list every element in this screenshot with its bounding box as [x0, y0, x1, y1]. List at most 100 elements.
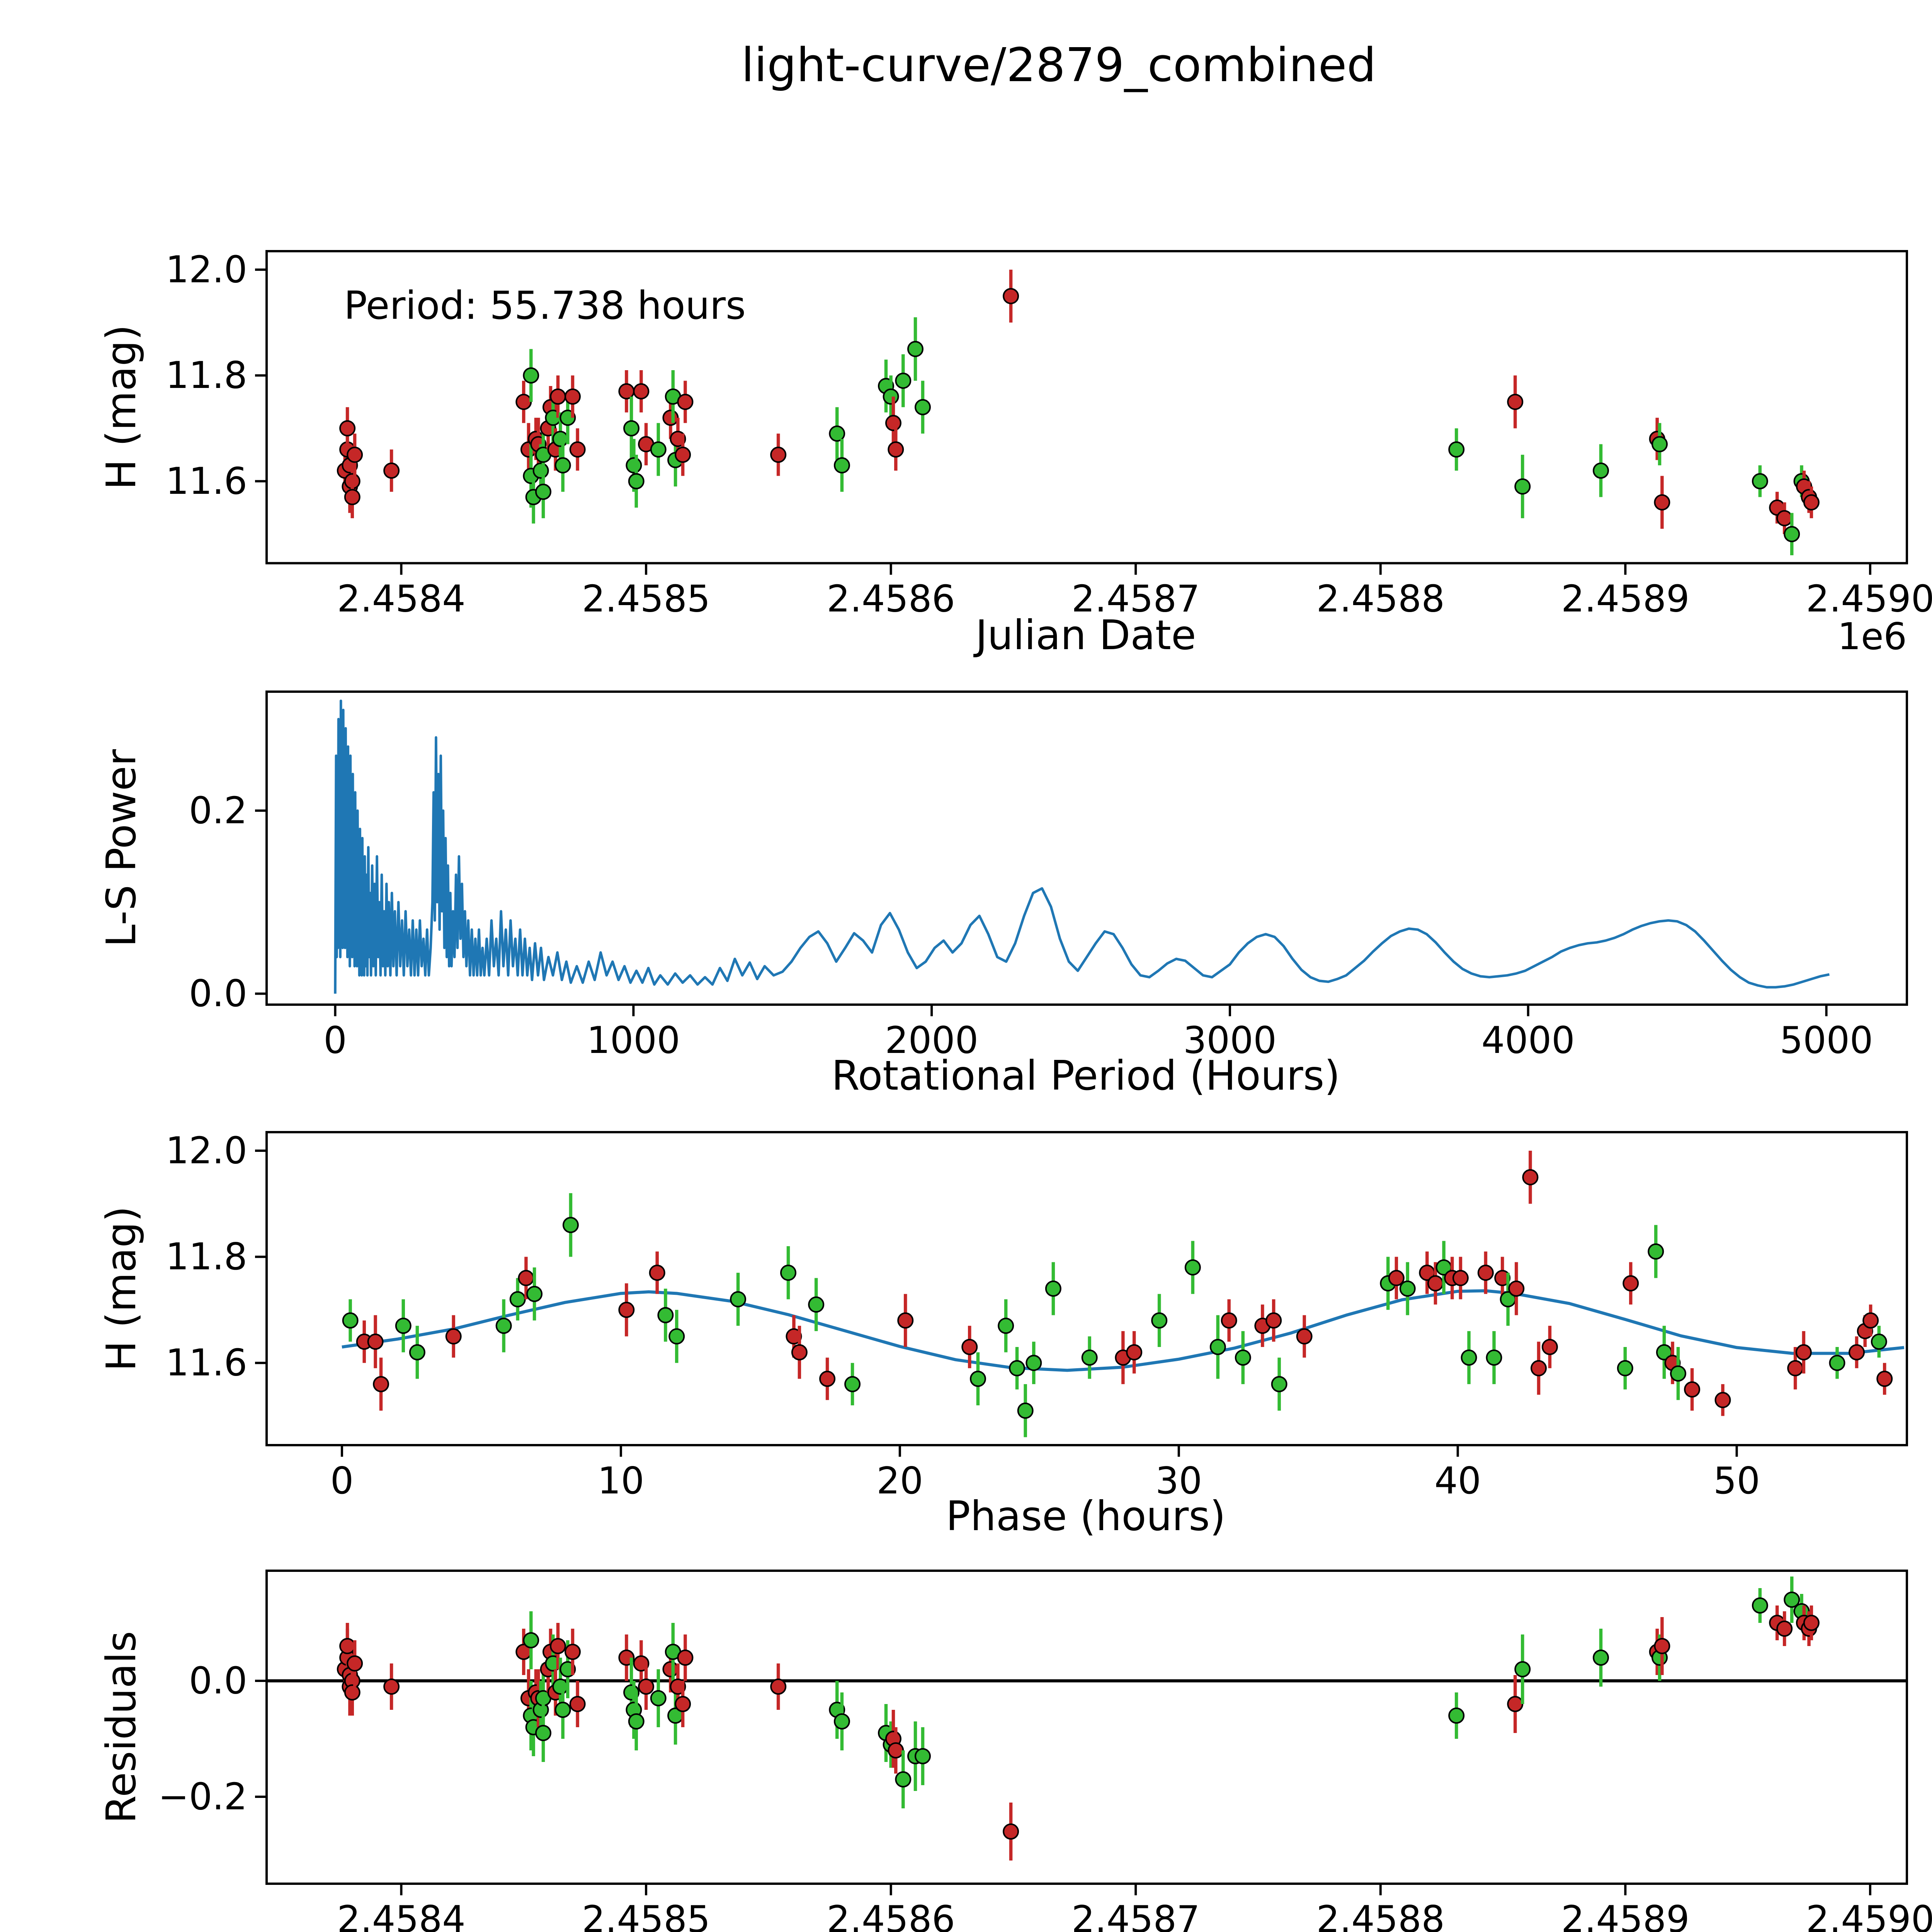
data-point [395, 1318, 412, 1334]
data-point [1427, 1275, 1444, 1292]
data-point [897, 1312, 914, 1329]
data-layer [342, 1151, 1905, 1437]
data-point [1151, 1312, 1168, 1329]
data-point [1514, 1661, 1531, 1678]
data-point [650, 441, 667, 458]
data-point [998, 1318, 1014, 1334]
data-point [1784, 1592, 1800, 1608]
data-point [383, 462, 400, 479]
data-point [808, 1296, 825, 1313]
data-layer [334, 699, 1830, 994]
y-tick-label: 11.6 [165, 1342, 247, 1384]
data-point [780, 1264, 797, 1281]
data-point [675, 446, 691, 463]
data-point [915, 399, 931, 415]
data-point [1448, 1708, 1465, 1724]
data-point [372, 1376, 389, 1393]
x-tick-label: 2.4590 [1806, 578, 1932, 621]
data-point [819, 1371, 836, 1387]
x-tick-label: 2.4587 [1071, 1898, 1200, 1932]
data-point [1507, 394, 1524, 410]
data-point [626, 457, 642, 474]
data-point [1514, 478, 1531, 495]
data-point [1265, 1312, 1282, 1329]
x-tick-label: 4000 [1481, 1019, 1575, 1062]
data-point [907, 341, 923, 357]
data-point [552, 430, 569, 447]
axes-frame [265, 250, 1908, 565]
data-point [1541, 1339, 1558, 1355]
data-point [969, 1371, 986, 1387]
xlabel-lightcurve: Julian Date [973, 612, 1196, 659]
x-tick-label: 2.4589 [1561, 578, 1689, 621]
data-point [562, 1217, 579, 1233]
y-tick-label: 11.8 [165, 1236, 247, 1278]
data-point [1803, 494, 1820, 511]
data-point [1235, 1349, 1251, 1366]
data-point [1714, 1392, 1731, 1408]
data-point [523, 367, 539, 384]
xlabel-periodogram: Rotational Period (Hours) [832, 1052, 1340, 1099]
data-point [730, 1291, 747, 1308]
data-point [564, 1644, 581, 1660]
offset-label-lightcurve: 1e6 [1838, 616, 1907, 658]
data-point [347, 446, 363, 463]
data-point [1017, 1402, 1034, 1419]
data-point [791, 1344, 808, 1361]
data-point [1654, 1638, 1670, 1655]
data-point [638, 1679, 655, 1695]
data-point [1776, 510, 1793, 527]
y-tick-label: 12.0 [165, 248, 247, 291]
x-tick-label: 30 [1155, 1460, 1202, 1502]
data-point [961, 1339, 978, 1355]
data-point [344, 1684, 361, 1701]
data-point [1776, 1621, 1793, 1637]
data-point [1477, 1264, 1494, 1281]
data-point [888, 441, 904, 458]
data-point [535, 483, 551, 500]
data-point [495, 1318, 512, 1334]
data-point [677, 394, 694, 410]
x-tick-label: 1000 [587, 1019, 680, 1062]
data-point [383, 1679, 400, 1695]
x-tick-label: 2.4585 [582, 578, 710, 621]
data-point [523, 1632, 539, 1649]
data-point [1494, 1270, 1511, 1286]
data-point [1009, 1360, 1026, 1376]
data-point [1862, 1312, 1879, 1329]
x-tick-label: 2.4586 [827, 578, 955, 621]
data-point [662, 410, 679, 426]
data-point [1531, 1360, 1547, 1376]
data-point [1221, 1312, 1237, 1329]
data-point [1522, 1169, 1539, 1185]
data-point [1003, 288, 1019, 304]
data-point [1081, 1349, 1098, 1366]
x-tick-label: 3000 [1183, 1019, 1277, 1062]
x-tick-label: 2.4584 [337, 578, 465, 621]
data-point [1399, 1281, 1416, 1297]
axes-frame [265, 690, 1908, 1006]
data-point [668, 1328, 685, 1345]
data-point [1849, 1344, 1865, 1361]
data-point [1003, 1823, 1019, 1840]
x-tick-label: 2.4587 [1071, 578, 1200, 621]
data-point [770, 446, 787, 463]
periodogram-curve [334, 699, 1830, 994]
data-point [509, 1291, 526, 1308]
data-point [833, 1713, 850, 1730]
data-point [549, 388, 566, 405]
ylabel-residuals: Residuals [98, 1631, 145, 1823]
data-point [1508, 1281, 1525, 1297]
data-point [515, 394, 532, 410]
data-point [833, 457, 850, 474]
data-point [1622, 1275, 1639, 1292]
data-point [895, 372, 912, 389]
data-point [675, 1696, 691, 1713]
data-point [770, 1679, 787, 1695]
data-point [1486, 1349, 1502, 1366]
y-tick-label: 12.0 [165, 1130, 247, 1172]
y-tick-label: 0.0 [189, 1660, 247, 1702]
panel-phase: 0 10 20 30 40 50 12.0 11.8 11.6 [165, 1130, 1908, 1502]
data-point [518, 1270, 534, 1286]
